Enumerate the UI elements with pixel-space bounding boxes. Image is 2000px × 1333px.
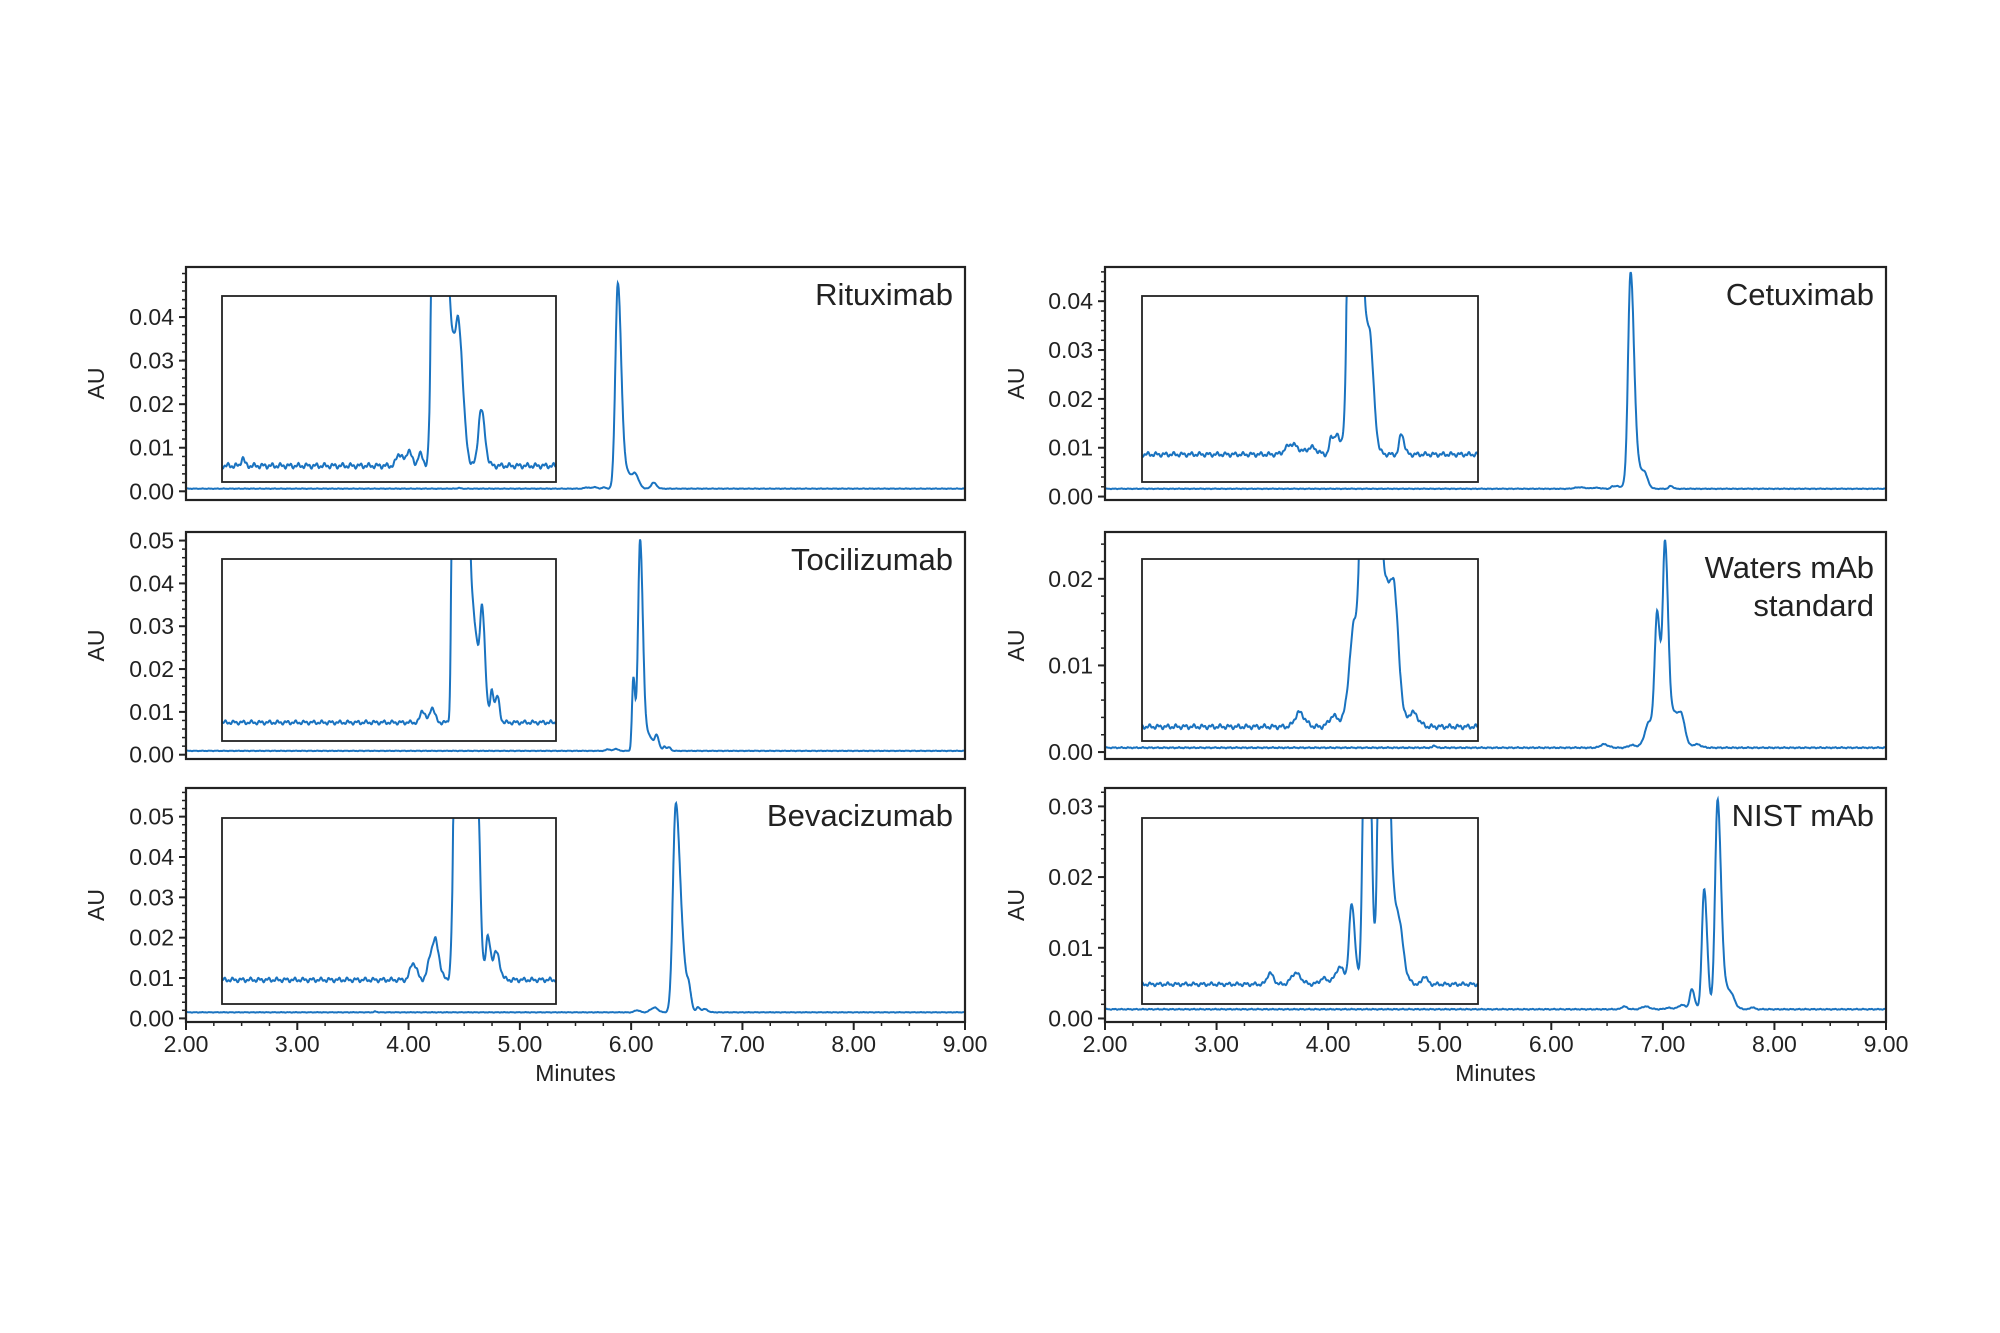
y-tick-label: 0.00 bbox=[129, 742, 174, 768]
y-tick-label: 0.02 bbox=[1048, 386, 1093, 412]
inset-trace bbox=[1142, 818, 1478, 988]
panel-title: Rituximab bbox=[815, 277, 953, 312]
plot-frame bbox=[1103, 530, 1888, 761]
x-tick-label: 3.00 bbox=[1194, 1031, 1239, 1057]
inset-trace bbox=[222, 559, 556, 726]
chromatogram-trace bbox=[186, 539, 965, 753]
y-tick-label: 0.01 bbox=[1048, 435, 1093, 461]
inset-frame bbox=[1141, 558, 1479, 742]
x-tick-label: 4.00 bbox=[386, 1031, 431, 1057]
y-tick-label: 0.03 bbox=[129, 884, 174, 910]
x-tick-label: 6.00 bbox=[1529, 1031, 1574, 1057]
x-tick-label: 9.00 bbox=[1864, 1031, 1909, 1057]
y-tick-label: 0.04 bbox=[129, 570, 174, 596]
panel-title: Bevacizumab bbox=[767, 798, 953, 833]
y-tick-label: 0.02 bbox=[1048, 566, 1093, 592]
x-tick-label: 2.00 bbox=[1083, 1031, 1128, 1057]
y-tick-label: 0.03 bbox=[129, 613, 174, 639]
y-tick-label: 0.02 bbox=[1048, 864, 1093, 890]
y-axis-label: AU bbox=[83, 630, 109, 662]
panel-title: NIST mAb bbox=[1732, 798, 1874, 833]
inset-frame bbox=[221, 558, 557, 742]
x-tick-label: 4.00 bbox=[1306, 1031, 1351, 1057]
y-axis-label: AU bbox=[1003, 630, 1029, 662]
x-tick-label: 7.00 bbox=[1640, 1031, 1685, 1057]
y-tick-label: 0.01 bbox=[129, 435, 174, 461]
y-axis-label: AU bbox=[83, 368, 109, 400]
y-tick-label: 0.00 bbox=[129, 478, 174, 504]
panel-title: standard bbox=[1753, 588, 1874, 623]
inset-trace bbox=[1142, 296, 1478, 459]
inset-trace bbox=[1142, 559, 1478, 731]
inset-frame bbox=[1141, 817, 1479, 1005]
x-tick-label: 5.00 bbox=[497, 1031, 542, 1057]
chromatogram-trace bbox=[1105, 539, 1886, 750]
y-tick-label: 0.00 bbox=[1048, 1005, 1093, 1031]
chromatogram-trace bbox=[1105, 271, 1886, 491]
y-tick-label: 0.00 bbox=[129, 1005, 174, 1031]
y-axis-label: AU bbox=[83, 889, 109, 921]
inset-trace bbox=[222, 296, 556, 470]
y-tick-label: 0.01 bbox=[1048, 652, 1093, 678]
chromatogram-panel: 0.00 0.01 0.02 0.03 0.04 AU Rituximab bbox=[83, 265, 967, 504]
plot-frame bbox=[184, 265, 967, 502]
x-tick-label: 7.00 bbox=[720, 1031, 765, 1057]
x-axis-label: Minutes bbox=[535, 1060, 616, 1086]
y-tick-label: 0.01 bbox=[1048, 935, 1093, 961]
y-tick-label: 0.00 bbox=[1048, 484, 1093, 510]
x-tick-label: 9.00 bbox=[943, 1031, 988, 1057]
inset-frame bbox=[1141, 295, 1479, 483]
y-tick-label: 0.04 bbox=[1048, 288, 1093, 314]
panel-title: Waters mAb bbox=[1705, 550, 1874, 585]
y-tick-label: 0.01 bbox=[129, 965, 174, 991]
y-tick-label: 0.04 bbox=[129, 844, 174, 870]
x-tick-label: 5.00 bbox=[1417, 1031, 1462, 1057]
panel-title: Cetuximab bbox=[1726, 277, 1874, 312]
y-tick-label: 0.02 bbox=[129, 391, 174, 417]
y-tick-label: 0.02 bbox=[129, 925, 174, 951]
x-tick-label: 8.00 bbox=[1752, 1031, 1797, 1057]
inset-trace bbox=[222, 818, 556, 984]
y-axis-label: AU bbox=[1003, 889, 1029, 921]
y-tick-label: 0.05 bbox=[129, 804, 174, 830]
y-tick-label: 0.00 bbox=[1048, 739, 1093, 765]
x-tick-label: 6.00 bbox=[609, 1031, 654, 1057]
y-tick-label: 0.03 bbox=[1048, 793, 1093, 819]
x-tick-label: 8.00 bbox=[831, 1031, 876, 1057]
x-tick-label: 2.00 bbox=[164, 1031, 209, 1057]
y-axis-label: AU bbox=[1003, 368, 1029, 400]
chromatogram-trace bbox=[1105, 795, 1886, 1011]
chromatogram-panel: 0.00 0.01 0.02 0.03 0.04 AU Cetuximab bbox=[1003, 265, 1888, 510]
y-tick-label: 0.02 bbox=[129, 656, 174, 682]
plot-frame bbox=[184, 530, 967, 761]
y-tick-label: 0.03 bbox=[1048, 337, 1093, 363]
y-tick-label: 0.05 bbox=[129, 528, 174, 554]
chromatogram-trace bbox=[186, 800, 965, 1014]
y-tick-label: 0.01 bbox=[129, 699, 174, 725]
x-tick-label: 3.00 bbox=[275, 1031, 320, 1057]
y-tick-label: 0.04 bbox=[129, 304, 174, 330]
y-tick-label: 0.03 bbox=[129, 348, 174, 374]
chromatogram-panel: 0.00 0.01 0.02 0.03 0.04 0.05 AU Bevacizumab 2.0… bbox=[83, 786, 988, 1086]
x-axis-label: Minutes bbox=[1455, 1060, 1536, 1086]
plot-frame bbox=[1103, 265, 1888, 502]
inset-frame bbox=[221, 817, 557, 1005]
chromatogram-trace bbox=[186, 279, 965, 491]
chromatogram-panel: 0.00 0.01 0.02 0.03 AU NIST mAb 2.00 3.00 4.00 5.… bbox=[1003, 786, 1909, 1086]
inset-frame bbox=[221, 295, 557, 483]
panel-title: Tocilizumab bbox=[791, 542, 953, 577]
chromatogram-panel: 0.00 0.01 0.02 0.03 0.04 0.05 AU Tocilizumab bbox=[83, 528, 967, 768]
